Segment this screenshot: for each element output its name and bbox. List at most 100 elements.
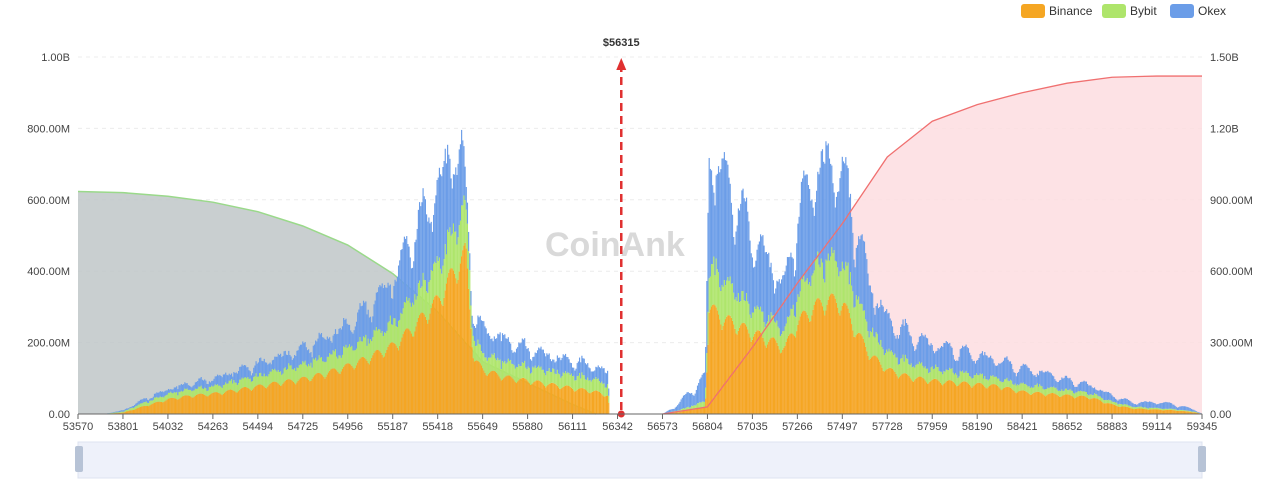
bar-binance [951, 380, 953, 414]
bar-bybit [448, 232, 450, 273]
bar-binance [454, 273, 456, 414]
bar-bybit [539, 367, 541, 381]
bar-bybit [570, 373, 572, 388]
bar-okex [866, 259, 868, 322]
bar-okex [545, 356, 547, 376]
bar-binance [722, 325, 724, 414]
zoom-slider-track[interactable] [77, 441, 1203, 479]
legend[interactable]: Binance Bybit Okex [1021, 4, 1226, 18]
bar-bybit [1016, 384, 1019, 393]
bar-binance [727, 315, 729, 414]
bar-okex [348, 324, 351, 345]
bar-binance [1028, 393, 1030, 414]
x-tick-label: 54494 [243, 421, 274, 433]
bar-okex [415, 239, 417, 300]
bar-binance [964, 381, 966, 414]
bar-bybit [122, 411, 124, 413]
bar-binance [464, 242, 466, 414]
bar-okex [979, 353, 981, 374]
bar-binance [254, 386, 256, 414]
bar-okex [181, 384, 184, 392]
bar-binance [159, 401, 161, 414]
bar-okex [1006, 356, 1008, 378]
bar-okex [873, 307, 875, 337]
bar-bybit [240, 379, 242, 389]
bar-bybit [201, 388, 203, 394]
bar-okex [1004, 357, 1006, 380]
bar-binance [443, 297, 445, 414]
bar-okex [1111, 395, 1113, 402]
bar-binance [881, 367, 883, 414]
bar-binance [779, 353, 782, 414]
bar-binance [581, 388, 583, 414]
bar-bybit [1037, 386, 1040, 392]
bar-bybit [533, 367, 535, 383]
bar-okex [219, 374, 221, 386]
bar-binance [1079, 395, 1082, 414]
bar-bybit [143, 402, 145, 407]
bar-okex [940, 345, 943, 372]
bar-okex [499, 332, 501, 360]
bar-bybit [707, 311, 709, 345]
bar-okex [758, 241, 760, 310]
zoom-handle-left[interactable] [75, 446, 83, 472]
bar-bybit [234, 382, 236, 392]
zoom-slider[interactable] [75, 441, 1206, 479]
bar-bybit [819, 267, 821, 300]
bar-binance [299, 378, 302, 414]
bar-bybit [379, 329, 381, 352]
legend-item-okex[interactable]: Okex [1170, 4, 1226, 18]
bar-okex [452, 174, 455, 224]
bar-binance [893, 370, 895, 414]
bar-okex [206, 383, 208, 392]
bar-okex [503, 335, 505, 363]
bar-okex [603, 368, 605, 384]
legend-item-bybit[interactable]: Bybit [1102, 4, 1157, 18]
bar-okex [1034, 375, 1036, 386]
legend-item-binance[interactable]: Binance [1021, 4, 1093, 18]
bar-bybit [758, 309, 760, 331]
bar-bybit [700, 402, 702, 408]
bar-bybit [117, 412, 119, 414]
bar-bybit [1096, 394, 1098, 399]
bar-binance [845, 303, 847, 414]
bar-okex [514, 352, 516, 369]
bar-bybit [734, 299, 736, 329]
coinank-watermark: CoinAnk [545, 226, 685, 264]
bar-binance [564, 385, 567, 414]
bar-binance [1019, 390, 1021, 414]
bar-okex [553, 359, 555, 369]
bar-binance [201, 393, 203, 414]
bar-okex [169, 389, 171, 393]
bar-bybit [957, 377, 959, 386]
bar-bybit [351, 345, 353, 366]
bar-bybit [260, 372, 262, 385]
bar-okex [736, 225, 738, 302]
bar-okex [155, 393, 157, 398]
bar-okex [559, 357, 561, 375]
bar-binance [949, 380, 951, 414]
bar-okex [926, 338, 929, 369]
bar-binance [186, 395, 188, 414]
bar-bybit [482, 353, 484, 369]
bar-okex [870, 292, 873, 333]
bar-bybit [244, 377, 247, 388]
bar-okex [755, 260, 757, 309]
bar-binance [1040, 392, 1042, 414]
bar-binance [543, 385, 546, 414]
bar-binance [698, 408, 700, 414]
bar-bybit [888, 348, 890, 369]
bar-okex [674, 407, 676, 411]
bar-okex [981, 351, 984, 374]
bar-bybit [969, 376, 971, 385]
zoom-handle-right[interactable] [1198, 446, 1206, 472]
bar-okex [205, 380, 207, 389]
bar-bybit [1013, 384, 1015, 391]
bar-okex [369, 316, 372, 340]
bar-binance [958, 384, 960, 414]
bar-binance [256, 385, 258, 414]
bar-bybit [131, 407, 133, 411]
bar-bybit [1091, 395, 1093, 399]
bar-binance [165, 400, 167, 414]
bar-bybit [874, 337, 876, 356]
